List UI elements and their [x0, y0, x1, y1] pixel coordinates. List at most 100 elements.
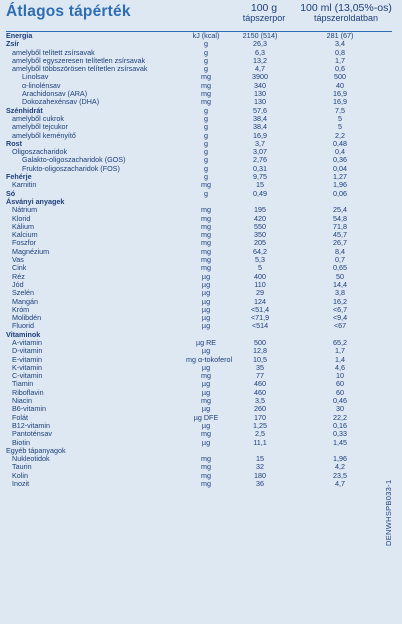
row-unit: mg — [201, 238, 211, 248]
table-row: Rost g 3,7 0,48 — [0, 139, 402, 148]
row-value-per-100ml: <67 — [333, 321, 347, 331]
table-row: C-vitamin mg 77 10 — [0, 371, 402, 381]
column-header-per-100ml: 100 ml (13,05%-os) tápszeroldatban — [300, 3, 392, 23]
row-value-per-100ml: 1,4 — [335, 354, 345, 364]
row-value-per-100g: 124 — [254, 296, 266, 306]
row-unit: µg — [201, 379, 211, 389]
row-unit: mg — [201, 454, 211, 464]
row-name: Galakto-oligoszacharidok (GOS) — [22, 155, 126, 165]
row-value-per-100ml: 4,7 — [335, 479, 345, 489]
row-value-per-100g: 64,2 — [253, 246, 267, 256]
row-unit: g — [204, 55, 208, 65]
row-name: Molibdén — [12, 313, 42, 323]
table-row: Vitaminok — [0, 330, 402, 339]
row-unit: g — [204, 155, 208, 165]
row-value-per-100g: 130 — [254, 89, 266, 99]
row-value-per-100ml: 1,7 — [335, 346, 345, 356]
row-value-per-100g: 340 — [254, 80, 266, 90]
row-value-per-100g: 460 — [254, 387, 266, 397]
row-value-per-100ml: 1,27 — [333, 172, 347, 182]
product-code: DENWHSPB033-1 — [384, 479, 393, 546]
row-value-per-100ml: 1,96 — [333, 454, 347, 464]
row-value-per-100ml: 23,5 — [333, 470, 347, 480]
row-value-per-100ml: 8,4 — [335, 246, 345, 256]
table-title: Átlagos tápérték — [6, 3, 131, 20]
table-row: Taurin mg 32 4,2 — [0, 463, 402, 472]
table-row: Réz µg 400 50 — [0, 272, 402, 281]
row-unit: µg — [201, 313, 211, 323]
row-name: A-vitamin — [12, 337, 42, 347]
table-row: Mangán µg 124 16,2 — [0, 296, 402, 306]
table-row: amelyből egyszeresen telítetlen zsírsava… — [0, 55, 402, 65]
row-value-per-100g: <51,4 — [250, 304, 270, 314]
row-value-per-100g: 3900 — [252, 72, 268, 82]
row-unit: g — [204, 130, 208, 140]
row-name: Energia — [6, 31, 33, 40]
row-value-per-100ml: 10 — [336, 371, 344, 381]
row-unit: µg — [201, 296, 211, 306]
header-divider — [6, 31, 392, 32]
row-value-per-100g: 0,31 — [253, 163, 267, 173]
row-unit: µg — [201, 362, 211, 372]
table-row: Galakto-oligoszacharidok (GOS) g 2,76 0,36 — [0, 155, 402, 165]
row-name: D-vitamin — [12, 346, 43, 356]
row-value-per-100ml: 0,8 — [335, 47, 345, 57]
row-name: E-vitamin — [12, 354, 42, 364]
column-header-per-100g: 100 g tápszerpor — [236, 3, 292, 23]
row-unit: mg — [201, 470, 211, 480]
nutrition-table: Energia kJ (kcal) 2150 (514) 281 (67) Zsír g 2… — [0, 31, 402, 489]
row-name: amelyből cukrok — [12, 113, 64, 123]
row-value-per-100ml: 0,65 — [333, 263, 347, 273]
row-name: Foszfor — [12, 238, 36, 248]
row-unit: mg — [201, 255, 211, 265]
row-name: amelyből többszörösen telítetlen zsírsav… — [12, 64, 148, 74]
row-name: amelyből telített zsírsavak — [12, 47, 95, 57]
row-unit: mg α-tokoferol — [186, 354, 233, 364]
row-name: Szelén — [12, 288, 34, 298]
row-value-per-100g: 180 — [254, 470, 266, 480]
row-value-per-100g: 460 — [254, 379, 266, 389]
row-value-per-100g: 26,3 — [253, 39, 267, 49]
row-name: C-vitamin — [12, 371, 43, 381]
row-unit: g — [204, 163, 208, 173]
row-unit: µg — [201, 387, 211, 397]
row-value-per-100ml: 0,46 — [333, 396, 347, 406]
table-row: Folát µg DFE 170 22,2 — [0, 412, 402, 422]
row-unit: mg — [201, 180, 211, 190]
row-value-per-100g: 6,3 — [255, 47, 265, 57]
row-value-per-100ml: 0,04 — [333, 163, 347, 173]
row-name: Karnitin — [12, 180, 37, 190]
row-value-per-100g: 195 — [254, 205, 266, 215]
table-row: amelyből tejcukor g 38,4 5 — [0, 122, 402, 131]
row-name: Kolin — [12, 470, 28, 480]
table-row: Króm µg <51,4 <6,7 — [0, 304, 402, 314]
table-row: E-vitamin mg α-tokoferol 10,5 1,4 — [0, 354, 402, 364]
row-unit: g — [204, 188, 208, 198]
row-value-per-100g: 5 — [258, 263, 262, 273]
row-value-per-100g: 350 — [254, 230, 266, 240]
row-value-per-100ml: 22,2 — [333, 412, 347, 422]
table-row: Tiamin µg 460 60 — [0, 379, 402, 389]
row-name: Magnézium — [12, 246, 50, 256]
row-value-per-100g: 10,5 — [253, 354, 267, 364]
row-value-per-100g: 16,9 — [253, 130, 267, 140]
column-header-per-100ml-amount: 100 ml (13,05%-os) — [300, 2, 392, 14]
table-row: amelyből cukrok g 38,4 5 — [0, 113, 402, 123]
row-value-per-100ml: 26,7 — [333, 238, 347, 248]
row-value-per-100ml: 65,2 — [333, 337, 347, 347]
row-name: Pantoténsav — [12, 429, 52, 439]
row-unit: mg — [201, 230, 211, 240]
row-unit: µg — [201, 304, 211, 314]
table-row: Riboflavin µg 460 60 — [0, 387, 402, 397]
table-row: Cink mg 5 0,65 — [0, 263, 402, 273]
table-row: K-vitamin µg 35 4,6 — [0, 362, 402, 372]
row-value-per-100ml: 3,4 — [335, 39, 345, 49]
row-name: amelyből keményítő — [12, 130, 76, 140]
row-value-per-100ml: 30 — [336, 404, 344, 414]
row-name: Vas — [12, 255, 24, 265]
row-value-per-100g: 5,3 — [255, 255, 265, 265]
row-value-per-100ml: 60 — [336, 387, 344, 397]
row-name: Nátrium — [12, 205, 38, 215]
row-value-per-100ml: 60 — [336, 379, 344, 389]
row-name: Linolsav — [22, 72, 49, 82]
